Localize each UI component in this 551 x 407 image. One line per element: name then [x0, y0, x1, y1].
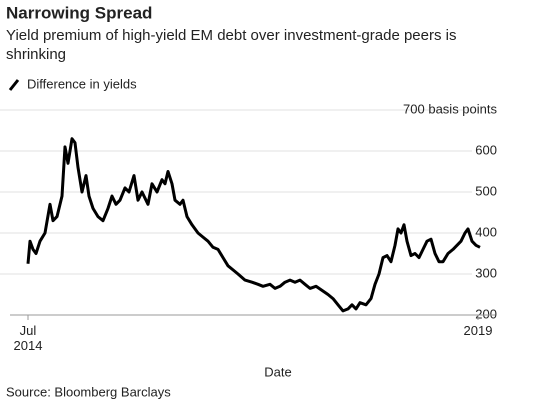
- legend-icon: [8, 79, 20, 91]
- y-tick-label: 400: [475, 224, 497, 239]
- x-axis-label: Date: [264, 364, 291, 379]
- x-tick-label: Jul 2014: [13, 323, 43, 353]
- chart-title: Narrowing Spread: [6, 3, 152, 22]
- y-tick-label: 200: [475, 306, 497, 321]
- x-tick-label: 2019: [463, 323, 493, 338]
- line-series: [26, 137, 481, 313]
- y-tick-label: 300: [475, 265, 497, 280]
- y-tick-label: 600: [475, 142, 497, 157]
- legend-label: Difference in yields: [27, 76, 137, 91]
- y-tick-label: 500: [475, 183, 497, 198]
- source: Source: Bloomberg Barclays: [6, 384, 171, 399]
- chart-subtitle: Yield premium of high-yield EM debt over…: [6, 27, 456, 63]
- y-tick-label: 700 basis points: [403, 101, 497, 116]
